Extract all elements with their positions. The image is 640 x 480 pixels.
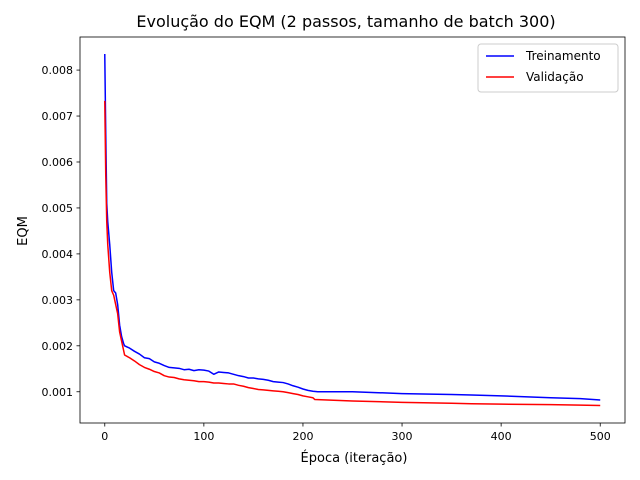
x-tick-label: 100 — [193, 430, 214, 443]
series-line-1 — [104, 53, 601, 401]
x-axis: 0 100 200 300 400 500 — [101, 423, 611, 443]
y-tick-label: 0.006 — [42, 156, 74, 169]
legend-label-2: Validação — [526, 70, 584, 84]
y-tick-label: 0.003 — [42, 294, 74, 307]
x-tick-label: 500 — [590, 430, 611, 443]
series-line-2 — [104, 100, 601, 407]
x-tick-label: 400 — [491, 430, 512, 443]
y-tick-label: 0.002 — [42, 340, 74, 353]
y-axis: 0.001 0.002 0.003 0.004 0.005 0.006 0.007 0.008 — [42, 64, 80, 399]
y-tick-label: 0.005 — [42, 202, 74, 215]
y-tick-label: 0.004 — [42, 248, 74, 261]
y-tick-label: 0.001 — [42, 386, 74, 399]
legend: Treinamento Validação — [477, 43, 619, 93]
axes-frame — [79, 36, 626, 424]
x-tick-label: 0 — [101, 430, 108, 443]
legend-label-1: Treinamento — [525, 49, 601, 63]
chart-title: Evolução do EQM (2 passos, tamanho de ba… — [136, 12, 555, 31]
y-axis-label: EQM — [16, 216, 31, 246]
x-tick-label: 300 — [392, 430, 413, 443]
plot-area — [79, 36, 626, 424]
y-tick-label: 0.007 — [42, 110, 74, 123]
y-tick-label: 0.008 — [42, 64, 74, 77]
x-axis-label: Época (iteração) — [301, 450, 408, 466]
x-tick-label: 200 — [292, 430, 313, 443]
